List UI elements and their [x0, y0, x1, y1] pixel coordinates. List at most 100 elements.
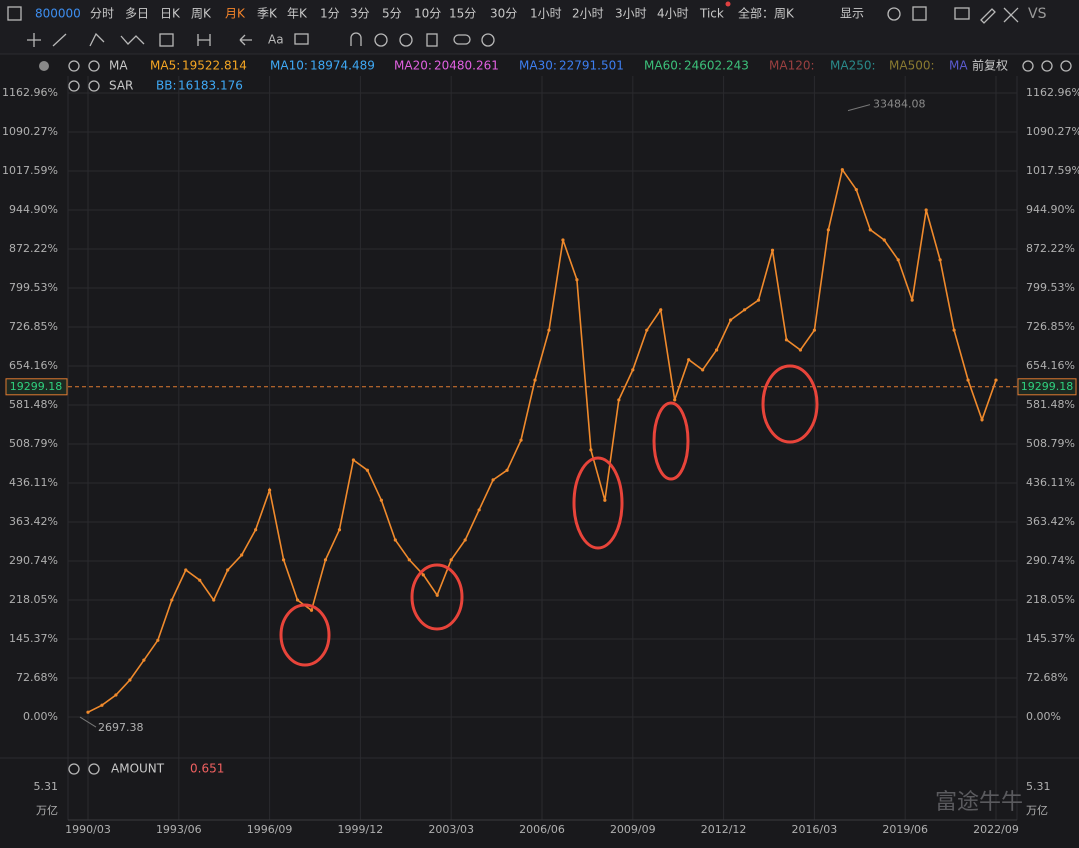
price-point — [533, 378, 537, 382]
last-price-label: 19299.18 — [10, 380, 63, 393]
price-point — [477, 508, 481, 512]
reset[interactable] — [1060, 60, 1072, 72]
last-price-box — [5, 378, 68, 396]
period-tab[interactable]: 多日 — [125, 7, 149, 21]
period-tab[interactable]: 月K — [225, 7, 246, 21]
y-tick-label: 508.79% — [9, 437, 58, 450]
y-tick-label: 436.11% — [1026, 476, 1075, 489]
y-tick-label: 799.53% — [9, 281, 58, 294]
arrow-tool[interactable] — [239, 34, 252, 46]
period-tab[interactable]: 4小时 — [657, 7, 689, 21]
volume-max: 5.31 — [34, 780, 59, 793]
y-tick-label: 799.53% — [1026, 281, 1075, 294]
highlight-circles — [279, 364, 819, 667]
sar-settings[interactable] — [68, 80, 80, 92]
zoom-out[interactable] — [1041, 60, 1053, 72]
settings-icon[interactable] — [887, 7, 901, 21]
price-point — [156, 638, 160, 642]
y-tick-label: 944.90% — [9, 203, 58, 216]
price-point — [770, 248, 775, 252]
zoom-in[interactable] — [1022, 60, 1034, 72]
note-tool[interactable] — [294, 33, 309, 45]
x-tick-label: 1993/06 — [156, 823, 202, 836]
move-tool[interactable] — [27, 33, 41, 47]
y-tick-label: 1162.96% — [2, 86, 58, 99]
period-tab[interactable]: 2小时 — [572, 7, 604, 21]
price-point — [86, 710, 90, 714]
ma-close[interactable] — [88, 60, 100, 72]
tool-settings[interactable] — [481, 33, 495, 47]
x-tick-label: 2006/06 — [519, 823, 565, 836]
amount-label: AMOUNT — [111, 762, 165, 776]
period-tab[interactable]: 10分 — [414, 7, 441, 21]
period-tab[interactable]: 1分 — [320, 7, 340, 21]
period-tab[interactable]: 周K — [191, 7, 212, 21]
amount-close[interactable] — [88, 763, 100, 775]
highlight — [652, 401, 690, 481]
adjust-mode[interactable]: 前复权 — [972, 58, 1008, 73]
ma-label: MA60: — [644, 59, 682, 73]
low-label: 2697.38 — [98, 721, 144, 734]
range-select[interactable]: 全部：周K — [738, 6, 795, 21]
period-tab[interactable]: 年K — [287, 7, 308, 21]
y-tick-label: 72.68% — [16, 671, 58, 684]
y-tick-label: 581.48% — [9, 398, 58, 411]
checkbox[interactable] — [912, 6, 927, 21]
x-tick-label: 2009/09 — [610, 823, 656, 836]
price-point — [826, 228, 830, 232]
line-tool[interactable] — [52, 33, 67, 47]
eye-tool[interactable] — [374, 33, 388, 47]
period-tab[interactable]: Tick — [699, 7, 724, 21]
price-point — [673, 398, 677, 402]
amount-settings[interactable] — [68, 763, 80, 775]
period-tab[interactable]: 1小时 — [530, 7, 562, 21]
fullscreen-icon[interactable] — [1003, 7, 1019, 23]
period-tab[interactable]: 季K — [257, 7, 278, 21]
sar-close[interactable] — [88, 80, 100, 92]
period-tab[interactable]: 15分 — [449, 7, 476, 21]
y-tick-label: 0.00% — [23, 710, 58, 723]
price-point — [659, 308, 663, 312]
price-point — [212, 598, 216, 602]
wave-tool[interactable] — [120, 35, 145, 45]
price-point — [226, 568, 230, 572]
y-tick-label: 145.37% — [9, 632, 58, 645]
period-tab[interactable]: 30分 — [490, 7, 517, 21]
price-point — [337, 528, 342, 532]
period-tab[interactable]: 5分 — [382, 7, 402, 21]
volume-max: 5.31 — [1026, 780, 1051, 793]
price-point — [561, 238, 565, 242]
ma-settings[interactable] — [68, 60, 80, 72]
ma-label: MA30: — [519, 59, 557, 73]
price-point — [281, 558, 286, 562]
period-tab[interactable]: 3小时 — [615, 7, 647, 21]
collapse-button[interactable] — [39, 61, 49, 71]
ma-label: MA — [109, 59, 128, 73]
path-tool[interactable] — [89, 32, 105, 47]
y-tick-label: 290.74% — [9, 554, 58, 567]
period-tab[interactable]: 分时 — [90, 7, 114, 21]
magnet-tool[interactable] — [350, 32, 362, 46]
camera-icon[interactable] — [954, 7, 970, 20]
price-point — [100, 703, 104, 707]
display-menu[interactable]: 显示 — [840, 7, 864, 21]
price-point — [421, 573, 425, 577]
price-point — [589, 448, 593, 452]
period-tab[interactable]: 日K — [160, 7, 181, 21]
sidebar-toggle[interactable] — [7, 6, 22, 21]
text-tool[interactable]: Aa — [268, 33, 284, 47]
sar-label: SAR — [109, 79, 133, 93]
delete-tool[interactable] — [426, 33, 438, 47]
pen-icon[interactable] — [980, 8, 996, 24]
x-tick-label: 2012/12 — [701, 823, 747, 836]
fib-tool[interactable] — [159, 33, 174, 47]
price-point — [617, 398, 621, 402]
price-point — [575, 278, 579, 282]
period-tab[interactable]: 3分 — [350, 7, 370, 21]
link-tool[interactable] — [453, 34, 471, 45]
measure-tool[interactable] — [197, 34, 211, 46]
price-point — [449, 558, 453, 562]
hide-tool[interactable] — [399, 33, 413, 47]
vs-button[interactable]: VS — [1028, 6, 1047, 22]
